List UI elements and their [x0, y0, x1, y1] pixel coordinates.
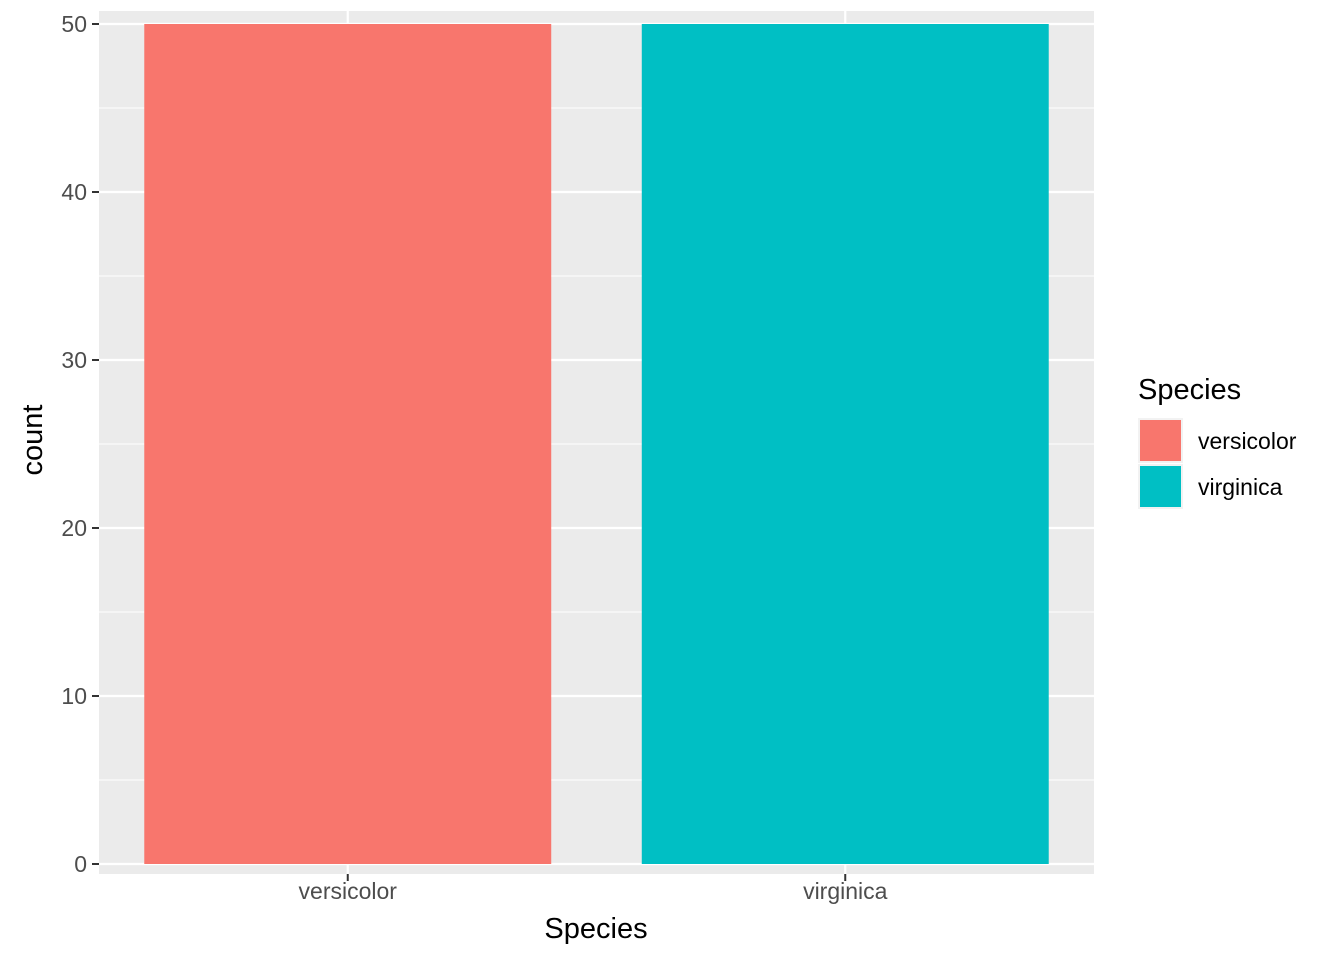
- x-tick-label: virginica: [803, 878, 888, 904]
- y-tick-label: 40: [61, 179, 87, 205]
- y-tick-label: 20: [61, 515, 87, 541]
- x-axis: versicolor virginica: [299, 874, 888, 904]
- y-tick-label: 30: [61, 347, 87, 373]
- y-tick-label: 50: [61, 11, 87, 37]
- x-axis-title: Species: [544, 913, 647, 945]
- legend-swatch-virginica: [1140, 466, 1181, 507]
- legend-title: Species: [1138, 374, 1241, 406]
- legend: Species versicolor virginica: [1138, 374, 1297, 509]
- bar-versicolor: [144, 24, 552, 864]
- legend-label-virginica: virginica: [1198, 474, 1283, 500]
- legend-label-versicolor: versicolor: [1198, 428, 1297, 454]
- y-axis-title: count: [17, 405, 49, 476]
- x-tick-label: versicolor: [299, 878, 398, 904]
- bars: [144, 24, 1049, 864]
- legend-swatch-versicolor: [1140, 420, 1181, 461]
- y-tick-label: 0: [74, 851, 87, 877]
- y-tick-label: 10: [61, 683, 87, 709]
- y-axis: 0 10 20 30 40 50: [61, 11, 99, 877]
- bar-virginica: [641, 24, 1049, 864]
